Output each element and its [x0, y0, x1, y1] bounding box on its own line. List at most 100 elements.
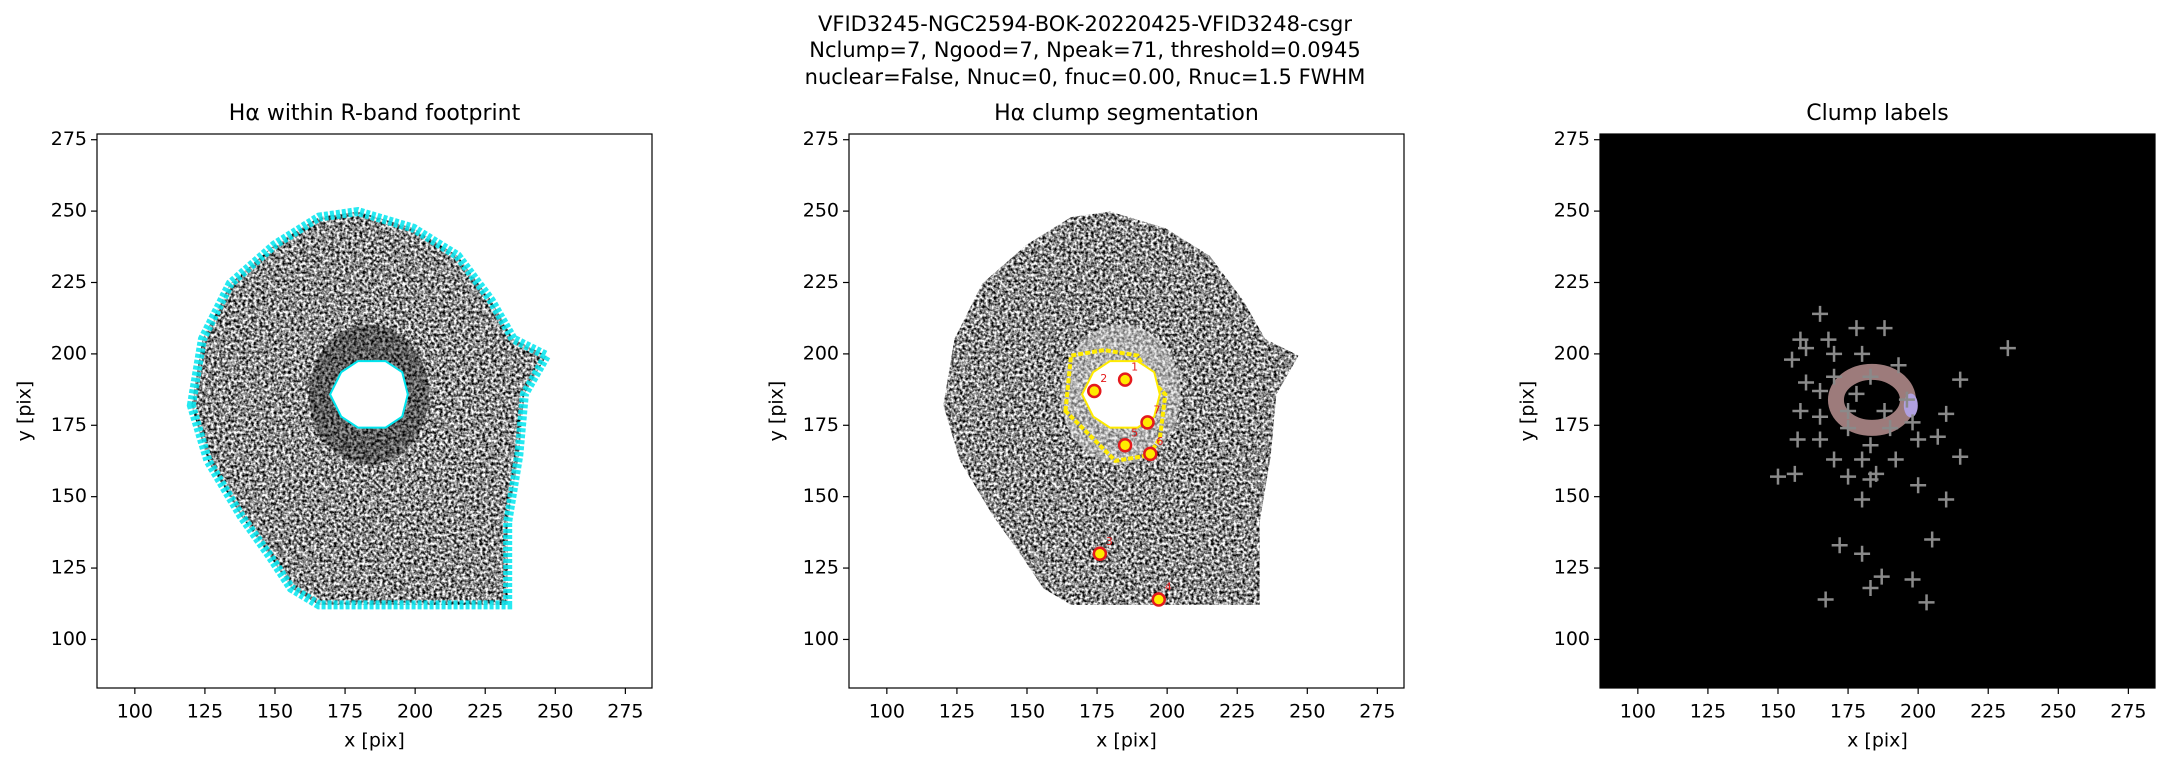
- x-tick-label: 275: [607, 701, 643, 723]
- clump-marker: [1117, 438, 1133, 453]
- clump-contour: [1063, 348, 1168, 464]
- x-axis-label: x [pix]: [1847, 730, 1908, 752]
- clump-marker: [1140, 415, 1155, 430]
- y-axis-label: y [pix]: [14, 381, 36, 442]
- peak-marker: [1792, 331, 1809, 348]
- x-tick-label: 175: [327, 701, 363, 723]
- peak-marker: [1862, 437, 1879, 454]
- peak-marker: [1890, 357, 1907, 374]
- panel: 100 125 150 175 200 225 250 275 100 125 150 175 200 2…: [1517, 101, 2156, 752]
- y-tick-label: 250: [803, 200, 839, 222]
- x-tick-label: 250: [1289, 701, 1325, 723]
- peak-marker: [1938, 491, 1955, 508]
- x-tick-label: 150: [1009, 701, 1045, 723]
- y-tick-label: 175: [803, 414, 839, 436]
- clump-label: 3: [1106, 535, 1113, 548]
- peak-marker: [1854, 345, 1871, 362]
- peak-marker: [1769, 468, 1786, 485]
- x-tick-label: 125: [1690, 701, 1726, 723]
- y-tick-label: 275: [1554, 128, 1590, 150]
- x-tick-label: 200: [397, 701, 433, 723]
- y-axis-label: y [pix]: [1517, 381, 1539, 442]
- peak-marker: [1786, 465, 1803, 482]
- peak-marker: [1868, 465, 1885, 482]
- clump-marker: [1087, 383, 1102, 399]
- peak-marker: [1820, 331, 1837, 348]
- y-tick-label: 200: [51, 342, 87, 364]
- peak-marker: [1812, 305, 1829, 322]
- x-tick-label: 225: [1219, 701, 1255, 723]
- peak-marker: [1873, 568, 1890, 585]
- y-tick-label: 250: [1554, 200, 1590, 222]
- peak-marker: [1862, 580, 1879, 597]
- peak-marker: [1924, 531, 1941, 548]
- y-tick-label: 100: [803, 628, 839, 650]
- x-axis-label: x [pix]: [344, 730, 405, 752]
- peak-marker: [1910, 477, 1927, 494]
- y-tick-label: 225: [1554, 271, 1590, 293]
- x-tick-label: 200: [1149, 701, 1185, 723]
- clump-marker: [1117, 372, 1133, 387]
- peak-marker: [1910, 431, 1927, 448]
- peak-marker: [1862, 368, 1879, 385]
- y-tick-label: 200: [803, 342, 839, 364]
- y-tick-label: 225: [803, 271, 839, 293]
- peak-marker: [1848, 385, 1865, 402]
- suptitle: Nclump=7, Ngood=7, Npeak=71, threshold=0…: [809, 38, 1361, 62]
- peak-marker: [1798, 374, 1815, 391]
- peak-marker: [1854, 451, 1871, 468]
- peak-marker: [1831, 537, 1848, 554]
- y-tick-label: 175: [51, 414, 87, 436]
- peak-marker: [1812, 431, 1829, 448]
- peak-marker: [1882, 420, 1899, 437]
- x-axis-label: x [pix]: [1096, 730, 1157, 752]
- y-tick-label: 275: [51, 128, 87, 150]
- peak-marker: [1826, 345, 1843, 362]
- peak-marker: [1812, 408, 1829, 425]
- x-tick-label: 250: [2040, 701, 2076, 723]
- clump-marker: [1092, 546, 1108, 562]
- x-tick-label: 125: [187, 701, 223, 723]
- x-tick-label: 175: [1830, 701, 1866, 723]
- y-tick-label: 175: [1554, 414, 1590, 436]
- x-tick-label: 175: [1079, 701, 1115, 723]
- x-tick-label: 125: [939, 701, 975, 723]
- axes-frame: [848, 133, 1405, 689]
- x-tick-label: 100: [117, 701, 153, 723]
- peak-marker: [1840, 468, 1857, 485]
- clump-marker: [1143, 446, 1158, 462]
- x-tick-label: 225: [1970, 701, 2006, 723]
- peak-marker: [1898, 391, 1915, 408]
- y-tick-label: 200: [1554, 342, 1590, 364]
- masked-star: [1080, 360, 1161, 429]
- y-axis-label: y [pix]: [766, 381, 788, 442]
- axes-frame: [1599, 133, 2156, 689]
- y-tick-label: 125: [51, 557, 87, 579]
- x-tick-label: 100: [1620, 701, 1656, 723]
- peak-marker: [1876, 403, 1893, 419]
- x-tick-label: 275: [2110, 701, 2146, 723]
- peak-marker: [1840, 403, 1857, 419]
- x-tick-label: 150: [257, 701, 293, 723]
- x-tick-label: 200: [1900, 701, 1936, 723]
- panel: 100 125 150 175 200 225 250 275 100 125 150 175 200 2…: [14, 101, 653, 752]
- peak-marker: [1952, 448, 1969, 465]
- peak-marker: [1999, 340, 2016, 357]
- x-tick-label: 100: [869, 701, 905, 723]
- y-tick-label: 100: [51, 628, 87, 650]
- clump-label: 1: [1131, 361, 1138, 374]
- masked-star: [328, 360, 409, 429]
- x-tick-label: 225: [467, 701, 503, 723]
- clump-label: 6: [1156, 435, 1163, 448]
- peak-marker: [1798, 340, 1815, 357]
- y-tick-label: 100: [1554, 628, 1590, 650]
- y-tick-label: 125: [803, 557, 839, 579]
- peak-marker: [1789, 431, 1806, 448]
- peak-marker: [1876, 320, 1893, 337]
- peak-marker: [1904, 571, 1921, 588]
- panel: 1 2 3 4 5 6 7 100 125 150 175 200 225 250 275 100 125 150…: [766, 101, 1405, 752]
- x-tick-label: 250: [537, 701, 573, 723]
- peak-marker: [1938, 405, 1955, 422]
- peak-marker: [1784, 351, 1801, 368]
